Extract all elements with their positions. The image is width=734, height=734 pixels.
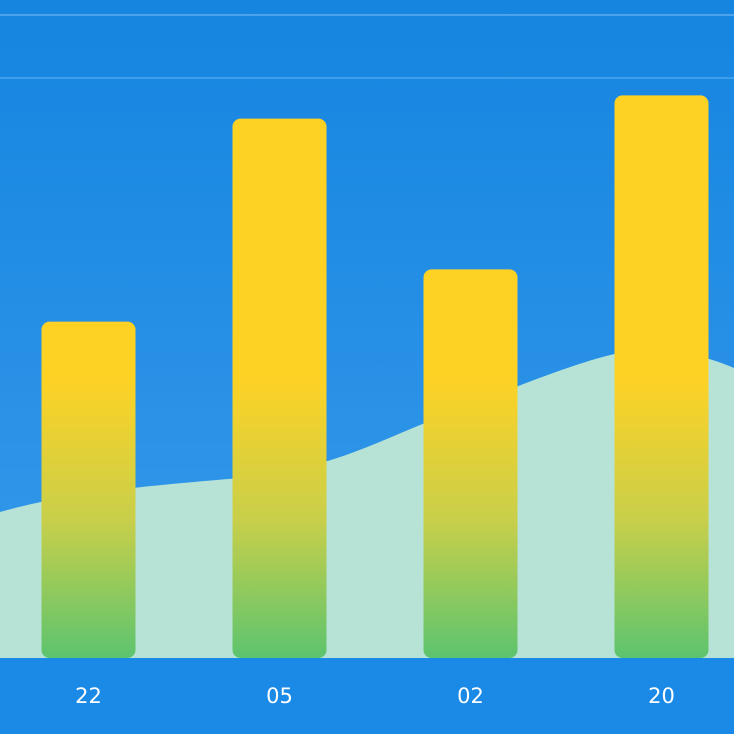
bar [423, 269, 518, 658]
x-tick-label: 02 [457, 684, 484, 708]
bars [41, 95, 709, 659]
x-tick-label: 20 [648, 684, 675, 708]
bar [614, 95, 709, 658]
x-tick-label: 05 [266, 684, 293, 708]
x-tick-label: 22 [75, 684, 102, 708]
x-axis-band [0, 658, 734, 734]
bar [41, 321, 136, 658]
bar [232, 118, 327, 659]
background-area [0, 350, 734, 658]
